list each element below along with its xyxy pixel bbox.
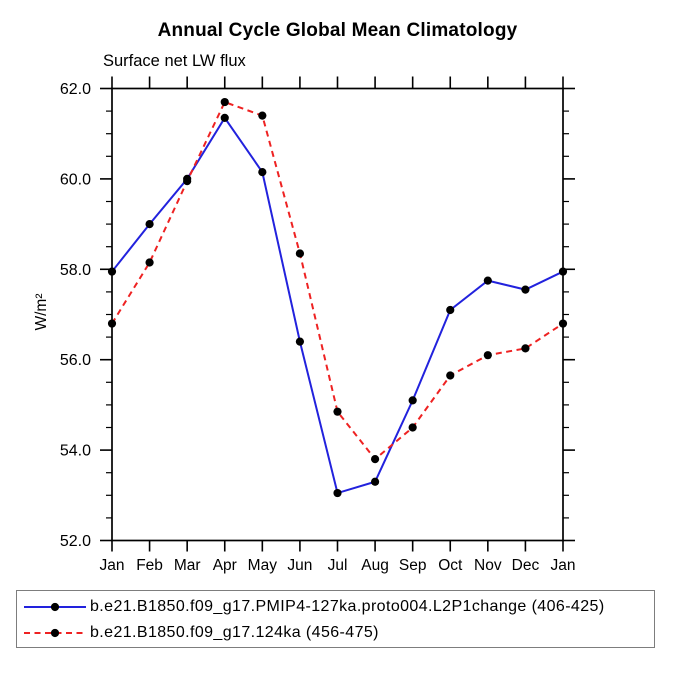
svg-text:Dec: Dec bbox=[512, 557, 540, 574]
legend-item-label: b.e21.B1850.f09_g17.124ka (456-475) bbox=[90, 624, 379, 641]
svg-text:62.0: 62.0 bbox=[60, 81, 91, 98]
svg-text:Jan: Jan bbox=[100, 557, 125, 574]
svg-text:Jul: Jul bbox=[328, 557, 348, 574]
svg-text:May: May bbox=[248, 557, 278, 574]
svg-text:58.0: 58.0 bbox=[60, 262, 91, 279]
svg-text:Aug: Aug bbox=[361, 557, 389, 574]
svg-text:Apr: Apr bbox=[213, 557, 237, 574]
legend-item: b.e21.B1850.f09_g17.PMIP4-127ka.proto004… bbox=[22, 594, 654, 620]
svg-text:Nov: Nov bbox=[474, 557, 502, 574]
chart-title: Annual Cycle Global Mean Climatology bbox=[157, 20, 518, 41]
legend: b.e21.B1850.f09_g17.PMIP4-127ka.proto004… bbox=[16, 590, 655, 648]
legend-line-sample bbox=[22, 596, 88, 618]
legend-item: b.e21.B1850.f09_g17.124ka (456-475) bbox=[22, 620, 654, 646]
svg-text:Jun: Jun bbox=[287, 557, 312, 574]
svg-text:Sep: Sep bbox=[399, 557, 427, 574]
chart-subtitle: Surface net LW flux bbox=[103, 52, 246, 70]
svg-text:Jan: Jan bbox=[551, 557, 576, 574]
legend-item-label: b.e21.B1850.f09_g17.PMIP4-127ka.proto004… bbox=[90, 598, 605, 615]
svg-text:60.0: 60.0 bbox=[60, 171, 91, 188]
svg-text:52.0: 52.0 bbox=[60, 533, 91, 550]
svg-text:54.0: 54.0 bbox=[60, 443, 91, 460]
svg-text:56.0: 56.0 bbox=[60, 352, 91, 369]
svg-text:Mar: Mar bbox=[174, 557, 201, 574]
legend-line-sample bbox=[22, 622, 88, 644]
svg-text:Feb: Feb bbox=[136, 557, 163, 574]
svg-text:Oct: Oct bbox=[438, 557, 463, 574]
